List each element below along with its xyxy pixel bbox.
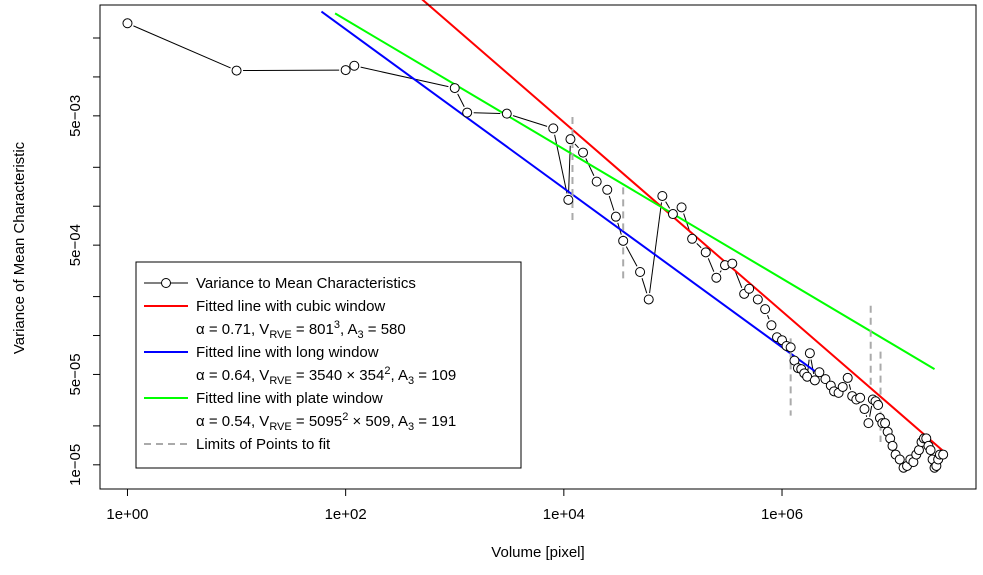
legend-entry-label: Fitted line with cubic window [196, 298, 385, 315]
data-point [873, 400, 884, 411]
y-tick-label: 5e−03 [67, 95, 84, 137]
legend-symbol-point [161, 278, 171, 288]
data-point [610, 211, 621, 222]
data-point [887, 440, 898, 451]
data-point [635, 266, 646, 277]
data-point [837, 381, 848, 392]
legend: Variance to Mean Characteristics Fitted l… [135, 261, 522, 469]
point-connector [625, 246, 638, 267]
point-connector [473, 112, 501, 114]
y-axis-title: Variance of Mean Characteristic [11, 141, 28, 354]
y-tick-label: 5e−05 [67, 353, 84, 395]
point-connector [665, 201, 671, 209]
data-point [563, 194, 574, 205]
data-point [842, 372, 853, 383]
data-point [785, 342, 796, 353]
data-point [727, 258, 738, 269]
x-tick-label: 1e+02 [325, 506, 367, 523]
data-point [820, 374, 831, 385]
legend-box [135, 261, 522, 469]
data-point [565, 134, 576, 145]
point-connector [608, 195, 615, 211]
point-connector [457, 93, 465, 108]
point-connector [848, 384, 852, 390]
data-point [501, 108, 512, 119]
plate-fit-line [334, 12, 936, 370]
legend-entry-label: α = 0.64, VRVE = 3540 × 3542, A3 = 109 [196, 365, 456, 387]
point-connector [696, 243, 702, 249]
point-connector [807, 359, 810, 371]
data-point [578, 147, 589, 158]
plot-frame [99, 4, 977, 490]
data-point [687, 233, 698, 244]
point-connector [767, 314, 770, 320]
point-connector [641, 278, 648, 294]
data-point [809, 375, 820, 386]
legend-entry-label: α = 0.71, VRVE = 8013, A3 = 580 [196, 319, 406, 341]
data-point [859, 404, 870, 415]
point-connector [133, 25, 231, 69]
data-point [667, 209, 678, 220]
data-point [766, 320, 777, 331]
data-point [760, 304, 771, 315]
legend-entry-label: Fitted line with long window [196, 344, 379, 361]
data-point [548, 123, 559, 134]
y-tick-label: 5e−04 [67, 224, 84, 266]
data-point [618, 235, 629, 246]
point-connector [649, 202, 663, 294]
point-connector [869, 405, 873, 417]
data-point [804, 348, 815, 359]
point-connector [574, 143, 579, 149]
data-point [462, 107, 473, 118]
data-point [231, 65, 242, 76]
legend-entry-label: α = 0.54, VRVE = 50952 × 509, A3 = 191 [196, 411, 456, 433]
long-fit-line [320, 10, 816, 372]
data-point [880, 418, 891, 429]
data-point [938, 449, 949, 460]
x-tick-label: 1e+06 [761, 506, 803, 523]
data-point [340, 65, 351, 76]
x-tick-label: 1e+04 [543, 506, 585, 523]
point-connector [719, 270, 722, 273]
y-tick-label: 1e−05 [67, 444, 84, 486]
data-point [349, 60, 360, 71]
data-point [744, 283, 755, 294]
data-point [752, 294, 763, 305]
x-axis: 1e+00 1e+02 1e+04 1e+06 [106, 489, 803, 523]
data-point [855, 392, 866, 403]
data-layer [122, 0, 949, 473]
legend-entry-label: Fitted line with plate window [196, 390, 383, 407]
x-tick-label: 1e+00 [106, 506, 148, 523]
data-point [657, 190, 668, 201]
data-point [894, 454, 905, 465]
point-connector [734, 269, 743, 288]
point-connector [512, 115, 548, 127]
data-point [643, 294, 654, 305]
point-connector [360, 66, 449, 88]
data-point [863, 418, 874, 429]
point-connector [810, 359, 815, 375]
data-point [925, 445, 936, 456]
legend-entry-label: Variance to Mean Characteristics [196, 275, 416, 292]
y-axis: 1e−05 5e−05 5e−04 5e−03 [67, 37, 100, 486]
data-point [602, 184, 613, 195]
data-point [814, 367, 825, 378]
data-point [711, 272, 722, 283]
point-connector [707, 258, 715, 272]
data-point [122, 18, 133, 29]
x-axis-title: Volume [pixel] [491, 544, 584, 561]
data-point [591, 176, 602, 187]
data-point [449, 83, 460, 94]
data-point [700, 247, 711, 258]
point-connector [585, 158, 595, 176]
legend-entry-label: Limits of Points to fit [196, 436, 331, 453]
data-point [676, 202, 687, 213]
